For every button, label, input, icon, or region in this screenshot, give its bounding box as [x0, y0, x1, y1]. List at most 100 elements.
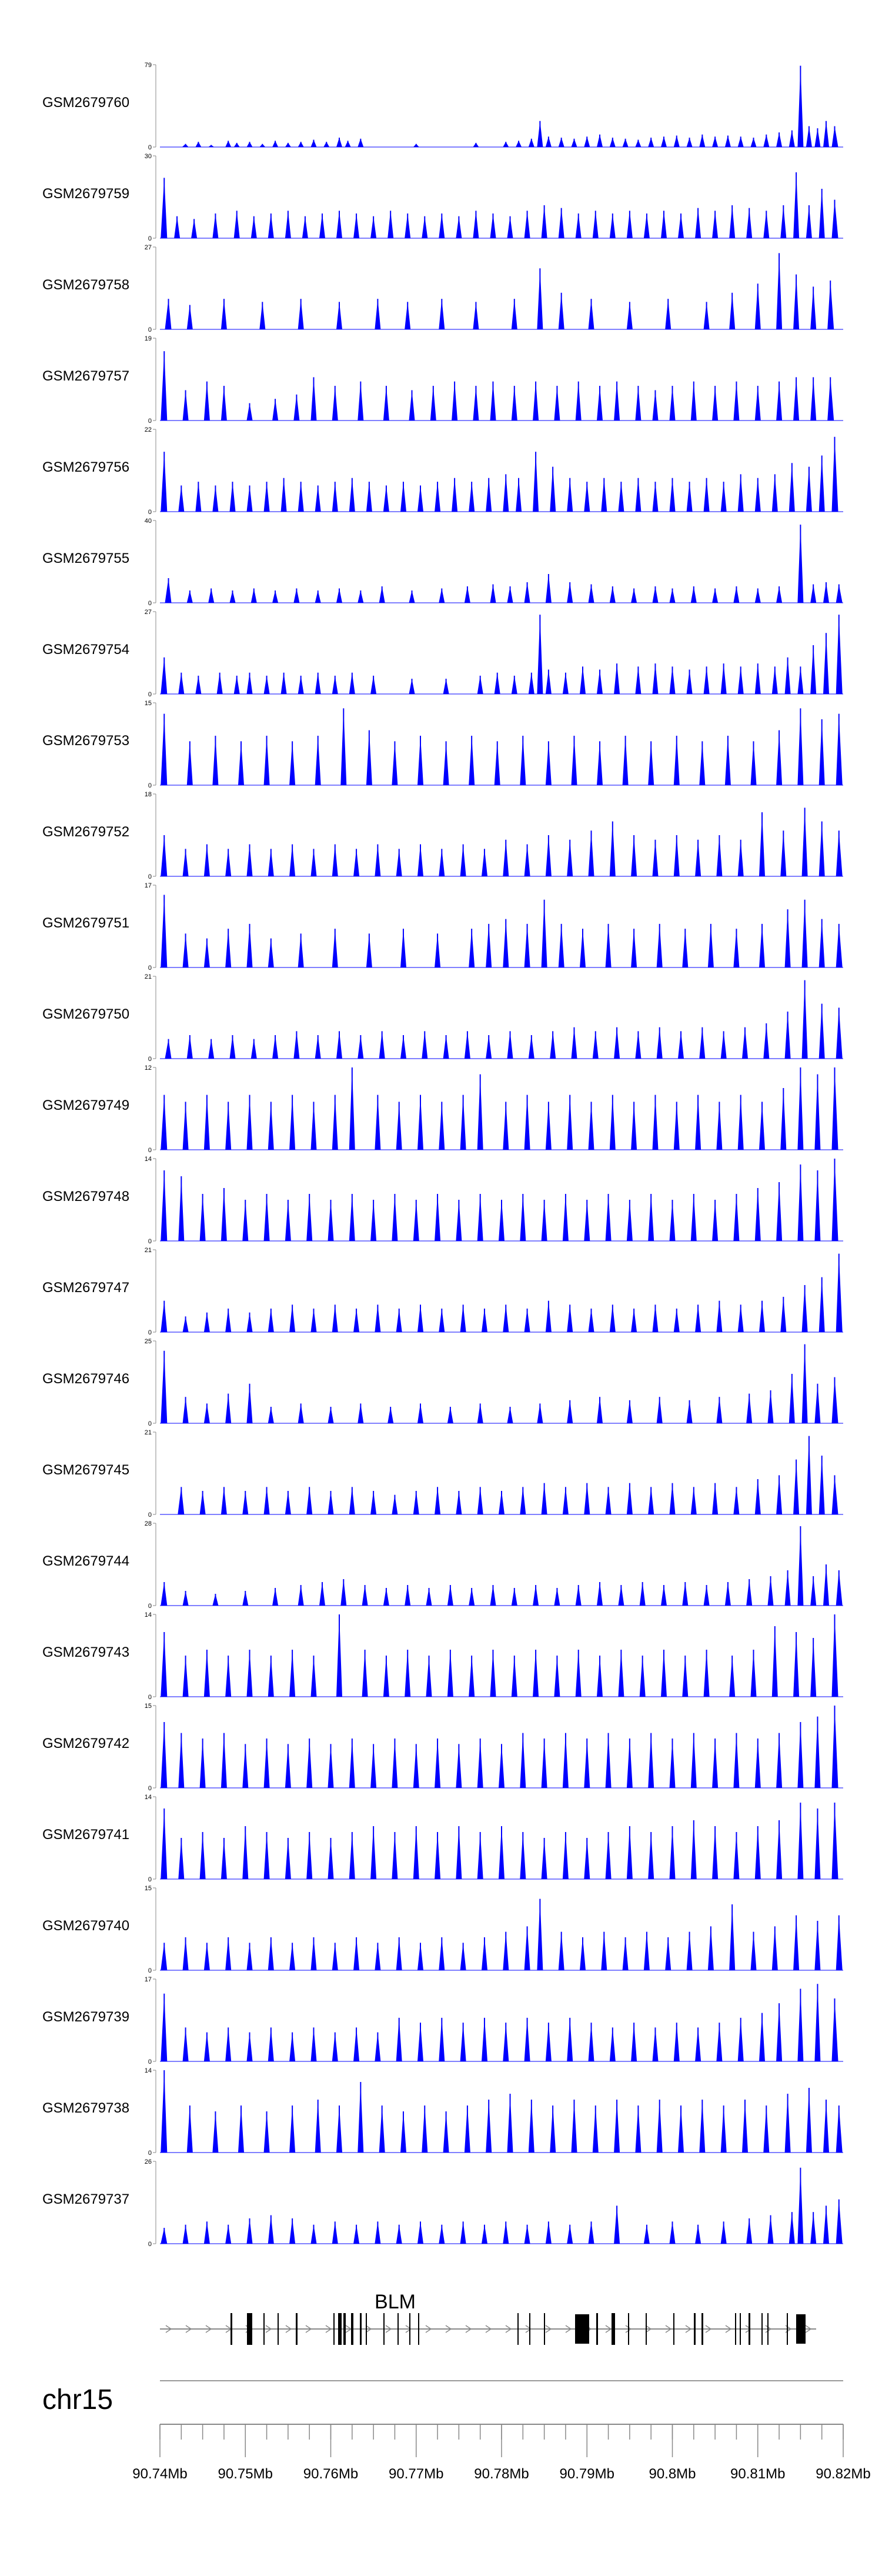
track-GSM2679743: GSM2679743 14 0: [42, 1611, 843, 1701]
track-label: GSM2679751: [42, 915, 129, 931]
track-GSM2679746: GSM2679746 25 0: [42, 1338, 843, 1427]
y-max-label: 15: [145, 700, 152, 707]
y-max-label: 40: [145, 518, 152, 525]
exon: [338, 2313, 342, 2345]
y-max-label: 21: [145, 1247, 152, 1254]
exon: [701, 2313, 703, 2345]
track-label: GSM2679746: [42, 1371, 129, 1387]
track-label: GSM2679740: [42, 1918, 129, 1934]
strand-arrow: [485, 2325, 492, 2333]
track-label: GSM2679741: [42, 1827, 129, 1843]
y-min-label: 0: [148, 1329, 152, 1336]
y-min-label: 0: [148, 1876, 152, 1883]
track-label: GSM2679754: [42, 642, 129, 658]
track-label: GSM2679742: [42, 1736, 129, 1751]
track-label: GSM2679749: [42, 1097, 129, 1113]
exon: [544, 2313, 545, 2345]
y-min-label: 0: [148, 144, 152, 151]
coverage-area: [160, 1898, 843, 1970]
strand-arrow: [285, 2325, 292, 2333]
y-min-label: 0: [148, 782, 152, 789]
exon: [278, 2313, 279, 2345]
strand-arrow: [465, 2325, 472, 2333]
y-min-label: 0: [148, 235, 152, 242]
track-GSM2679753: GSM2679753 15 0: [42, 700, 843, 789]
track-label: GSM2679758: [42, 277, 129, 293]
track-GSM2679749: GSM2679749 12 0: [42, 1065, 843, 1154]
coverage-area: [160, 895, 843, 967]
track-label: GSM2679738: [42, 2100, 129, 2116]
y-min-label: 0: [148, 2241, 152, 2248]
coverage-area: [160, 1526, 843, 1606]
strand-arrow: [445, 2325, 452, 2333]
track-GSM2679740: GSM2679740 15 0: [42, 1885, 843, 1974]
track-label: GSM2679752: [42, 824, 129, 840]
y-max-label: 21: [145, 973, 152, 980]
strand-arrow: [265, 2325, 272, 2333]
track-GSM2679756: GSM2679756 22 0: [42, 426, 843, 516]
track-label: GSM2679748: [42, 1189, 129, 1204]
coverage-area: [160, 980, 843, 1059]
exon: [612, 2313, 615, 2345]
axis-tick-label: 90.74Mb: [132, 2466, 187, 2482]
track-label: GSM2679737: [42, 2191, 129, 2207]
exon: [397, 2313, 399, 2345]
y-min-label: 0: [148, 1511, 152, 1519]
track-GSM2679759: GSM2679759 30 0: [42, 153, 843, 242]
strand-arrow: [805, 2325, 812, 2333]
track-GSM2679758: GSM2679758 27 0: [42, 244, 843, 333]
y-min-label: 0: [148, 873, 152, 880]
coverage-area: [160, 172, 843, 238]
y-max-label: 26: [145, 2158, 152, 2165]
strand-arrow: [625, 2325, 632, 2333]
y-max-label: 12: [145, 1065, 152, 1072]
exon: [418, 2313, 419, 2345]
track-label: GSM2679753: [42, 733, 129, 749]
track-GSM2679739: GSM2679739 17 0: [42, 1976, 843, 2066]
exon: [263, 2313, 265, 2345]
strand-arrow: [745, 2325, 752, 2333]
track-GSM2679757: GSM2679757 19 0: [42, 335, 843, 425]
chromosome-label: chr15: [42, 2384, 113, 2415]
strand-arrow: [685, 2325, 692, 2333]
gene-label: BLM: [375, 2291, 416, 2313]
y-max-label: 19: [145, 335, 152, 342]
strand-arrow: [665, 2325, 672, 2333]
strand-arrow: [545, 2325, 552, 2333]
exon: [351, 2313, 353, 2345]
y-min-label: 0: [148, 418, 152, 425]
strand-arrow: [185, 2325, 192, 2333]
strand-arrow: [425, 2325, 432, 2333]
strand-arrow: [365, 2325, 372, 2333]
exon: [230, 2313, 232, 2345]
strand-arrow: [645, 2325, 652, 2333]
track-GSM2679750: GSM2679750 21 0: [42, 973, 843, 1063]
y-min-label: 0: [148, 1238, 152, 1245]
exon: [333, 2313, 335, 2345]
track-GSM2679747: GSM2679747 21 0: [42, 1247, 843, 1336]
exon: [360, 2313, 362, 2345]
track-GSM2679748: GSM2679748 14 0: [42, 1156, 843, 1245]
strand-arrow: [505, 2325, 512, 2333]
exon: [628, 2313, 629, 2345]
exon: [787, 2313, 788, 2345]
y-min-label: 0: [148, 509, 152, 516]
y-max-label: 18: [145, 791, 152, 798]
y-max-label: 28: [145, 1520, 152, 1527]
y-min-label: 0: [148, 600, 152, 607]
y-max-label: 17: [145, 1976, 152, 1983]
coverage-area: [160, 1614, 843, 1697]
exon: [646, 2313, 647, 2345]
strand-arrow: [565, 2325, 572, 2333]
exon: [596, 2313, 598, 2345]
track-GSM2679755: GSM2679755 40 0: [42, 518, 843, 607]
strand-arrow: [205, 2325, 212, 2333]
coverage-area: [160, 1344, 843, 1423]
y-min-label: 0: [148, 1056, 152, 1063]
y-min-label: 0: [148, 1967, 152, 1974]
y-max-label: 27: [145, 244, 152, 251]
exon: [767, 2313, 769, 2345]
track-GSM2679741: GSM2679741 14 0: [42, 1794, 843, 1883]
y-max-label: 30: [145, 153, 152, 160]
